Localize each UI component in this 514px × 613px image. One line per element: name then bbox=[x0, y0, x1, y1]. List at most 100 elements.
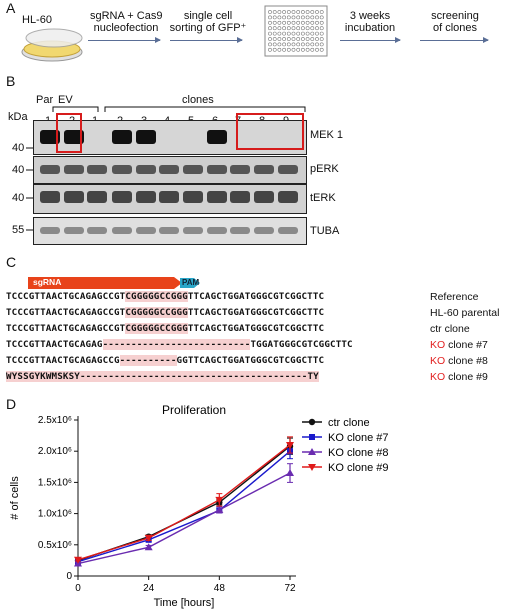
chart-title: Proliferation bbox=[162, 403, 226, 417]
blot-band bbox=[207, 130, 227, 144]
sequence-label: Reference bbox=[430, 291, 478, 303]
blot-perk bbox=[33, 156, 307, 184]
blot-band bbox=[159, 165, 179, 174]
plate-well bbox=[315, 10, 319, 14]
plate-well bbox=[315, 42, 319, 47]
blot-band bbox=[64, 227, 84, 234]
blot-band bbox=[254, 165, 274, 174]
mw-marker-40: 40 bbox=[12, 142, 25, 154]
blot-band bbox=[40, 130, 60, 144]
plate-well bbox=[277, 15, 282, 20]
workflow-arrow bbox=[340, 37, 401, 43]
sequence-label-text: HL-60 parental bbox=[430, 307, 500, 319]
plate-well bbox=[272, 26, 277, 31]
blot-band bbox=[159, 191, 179, 203]
blot-band bbox=[112, 227, 132, 234]
sequence-row: TCCCGTTAACTGCAGAGCCG----------GGTTCAGCTG… bbox=[6, 355, 325, 366]
blot-band bbox=[254, 191, 274, 203]
legend-label: ctr clone bbox=[328, 417, 370, 429]
plate-well bbox=[277, 10, 282, 14]
plate-well bbox=[291, 26, 296, 31]
sequence-label-text: ctr clone bbox=[430, 323, 470, 335]
plate-well bbox=[277, 31, 282, 36]
blot-band bbox=[183, 191, 203, 203]
y-tick-label: 2.0x10⁶ bbox=[38, 446, 72, 457]
plate-well bbox=[310, 10, 315, 14]
sequence-row: TCCCGTTAACTGCAGAGCCGTCGGGGGCCGGGTTCAGCTG… bbox=[6, 323, 325, 334]
y-tick-label: 1.0x10⁶ bbox=[38, 509, 72, 520]
plate-well bbox=[272, 15, 277, 20]
plate-well bbox=[282, 37, 287, 41]
plate-well bbox=[282, 10, 287, 14]
y-tick-label: 0.5x10⁶ bbox=[38, 540, 72, 551]
data-point bbox=[286, 441, 294, 449]
sequence-label-text: clone #7 bbox=[448, 339, 488, 351]
panel-label-a: A bbox=[6, 0, 16, 16]
plate-well bbox=[310, 31, 315, 36]
mw-ticks bbox=[26, 147, 33, 231]
plate-well bbox=[268, 26, 272, 31]
plate-well bbox=[310, 47, 315, 52]
series-line bbox=[77, 450, 291, 563]
plate-well bbox=[272, 10, 277, 14]
ko-tag: KO bbox=[430, 371, 449, 383]
sequence-label: HL-60 parental bbox=[430, 307, 499, 319]
blot-band bbox=[278, 165, 298, 174]
blot-band bbox=[136, 191, 156, 203]
panel-label-b: B bbox=[6, 73, 16, 89]
lane-group-clones: clones bbox=[182, 94, 214, 106]
series-line bbox=[77, 445, 291, 562]
series-0 bbox=[74, 437, 294, 564]
blot-band bbox=[159, 227, 179, 234]
blot-band bbox=[230, 227, 250, 234]
ko-tag: KO bbox=[430, 339, 449, 351]
plate-well bbox=[296, 20, 301, 25]
legend-label: KO clone #9 bbox=[328, 462, 389, 474]
data-point bbox=[144, 534, 153, 542]
blot-label-terk: tERK bbox=[310, 192, 336, 204]
data-point bbox=[286, 469, 294, 477]
series-line bbox=[77, 444, 291, 561]
plate-well bbox=[291, 42, 296, 47]
x-tick-label: 0 bbox=[75, 583, 81, 594]
plate-well bbox=[315, 26, 319, 31]
legend-marker bbox=[308, 418, 316, 426]
plate-well bbox=[305, 20, 310, 25]
plate-well bbox=[268, 20, 272, 25]
sequence-row: TCCCGTTAACTGCAGAGCCGTCGGGGGCCGGGTTCAGCTG… bbox=[6, 291, 325, 302]
step-screening: screening of clones bbox=[431, 10, 479, 34]
plate-well bbox=[277, 37, 282, 41]
plate-well bbox=[286, 15, 291, 20]
plate-well bbox=[286, 42, 291, 47]
panel-label-d: D bbox=[6, 396, 17, 412]
blot-band bbox=[40, 191, 60, 203]
blot-band bbox=[230, 165, 250, 174]
data-point bbox=[144, 543, 153, 551]
plate-well bbox=[286, 20, 291, 25]
plate-well bbox=[277, 42, 282, 47]
plate-well bbox=[286, 31, 291, 36]
plate-well bbox=[305, 37, 310, 41]
pam-label: PAM bbox=[182, 278, 200, 287]
series-line bbox=[77, 472, 291, 565]
plate-well bbox=[315, 20, 319, 25]
plate-well bbox=[286, 47, 291, 52]
96-well-plate-icon bbox=[264, 5, 328, 57]
proliferation-chart: Proliferation 0 0.5x10⁶ 1.0x10⁶ 1.5x10⁶ 2.0x1… bbox=[9, 403, 389, 609]
blot-band bbox=[40, 227, 60, 234]
series-3 bbox=[74, 436, 294, 564]
plate-well bbox=[319, 31, 324, 36]
plate-well bbox=[296, 37, 301, 41]
blot-band bbox=[112, 191, 132, 203]
plate-well bbox=[310, 20, 315, 25]
plate-well bbox=[315, 31, 319, 36]
plate-well bbox=[301, 10, 305, 14]
plate-well bbox=[319, 26, 324, 31]
data-point bbox=[74, 556, 82, 564]
plate-well bbox=[305, 26, 310, 31]
blot-band bbox=[136, 130, 156, 144]
blot-band bbox=[87, 165, 107, 174]
plate-well bbox=[291, 20, 296, 25]
legend-marker bbox=[308, 464, 316, 471]
sequence-label-text: clone #8 bbox=[448, 355, 488, 367]
